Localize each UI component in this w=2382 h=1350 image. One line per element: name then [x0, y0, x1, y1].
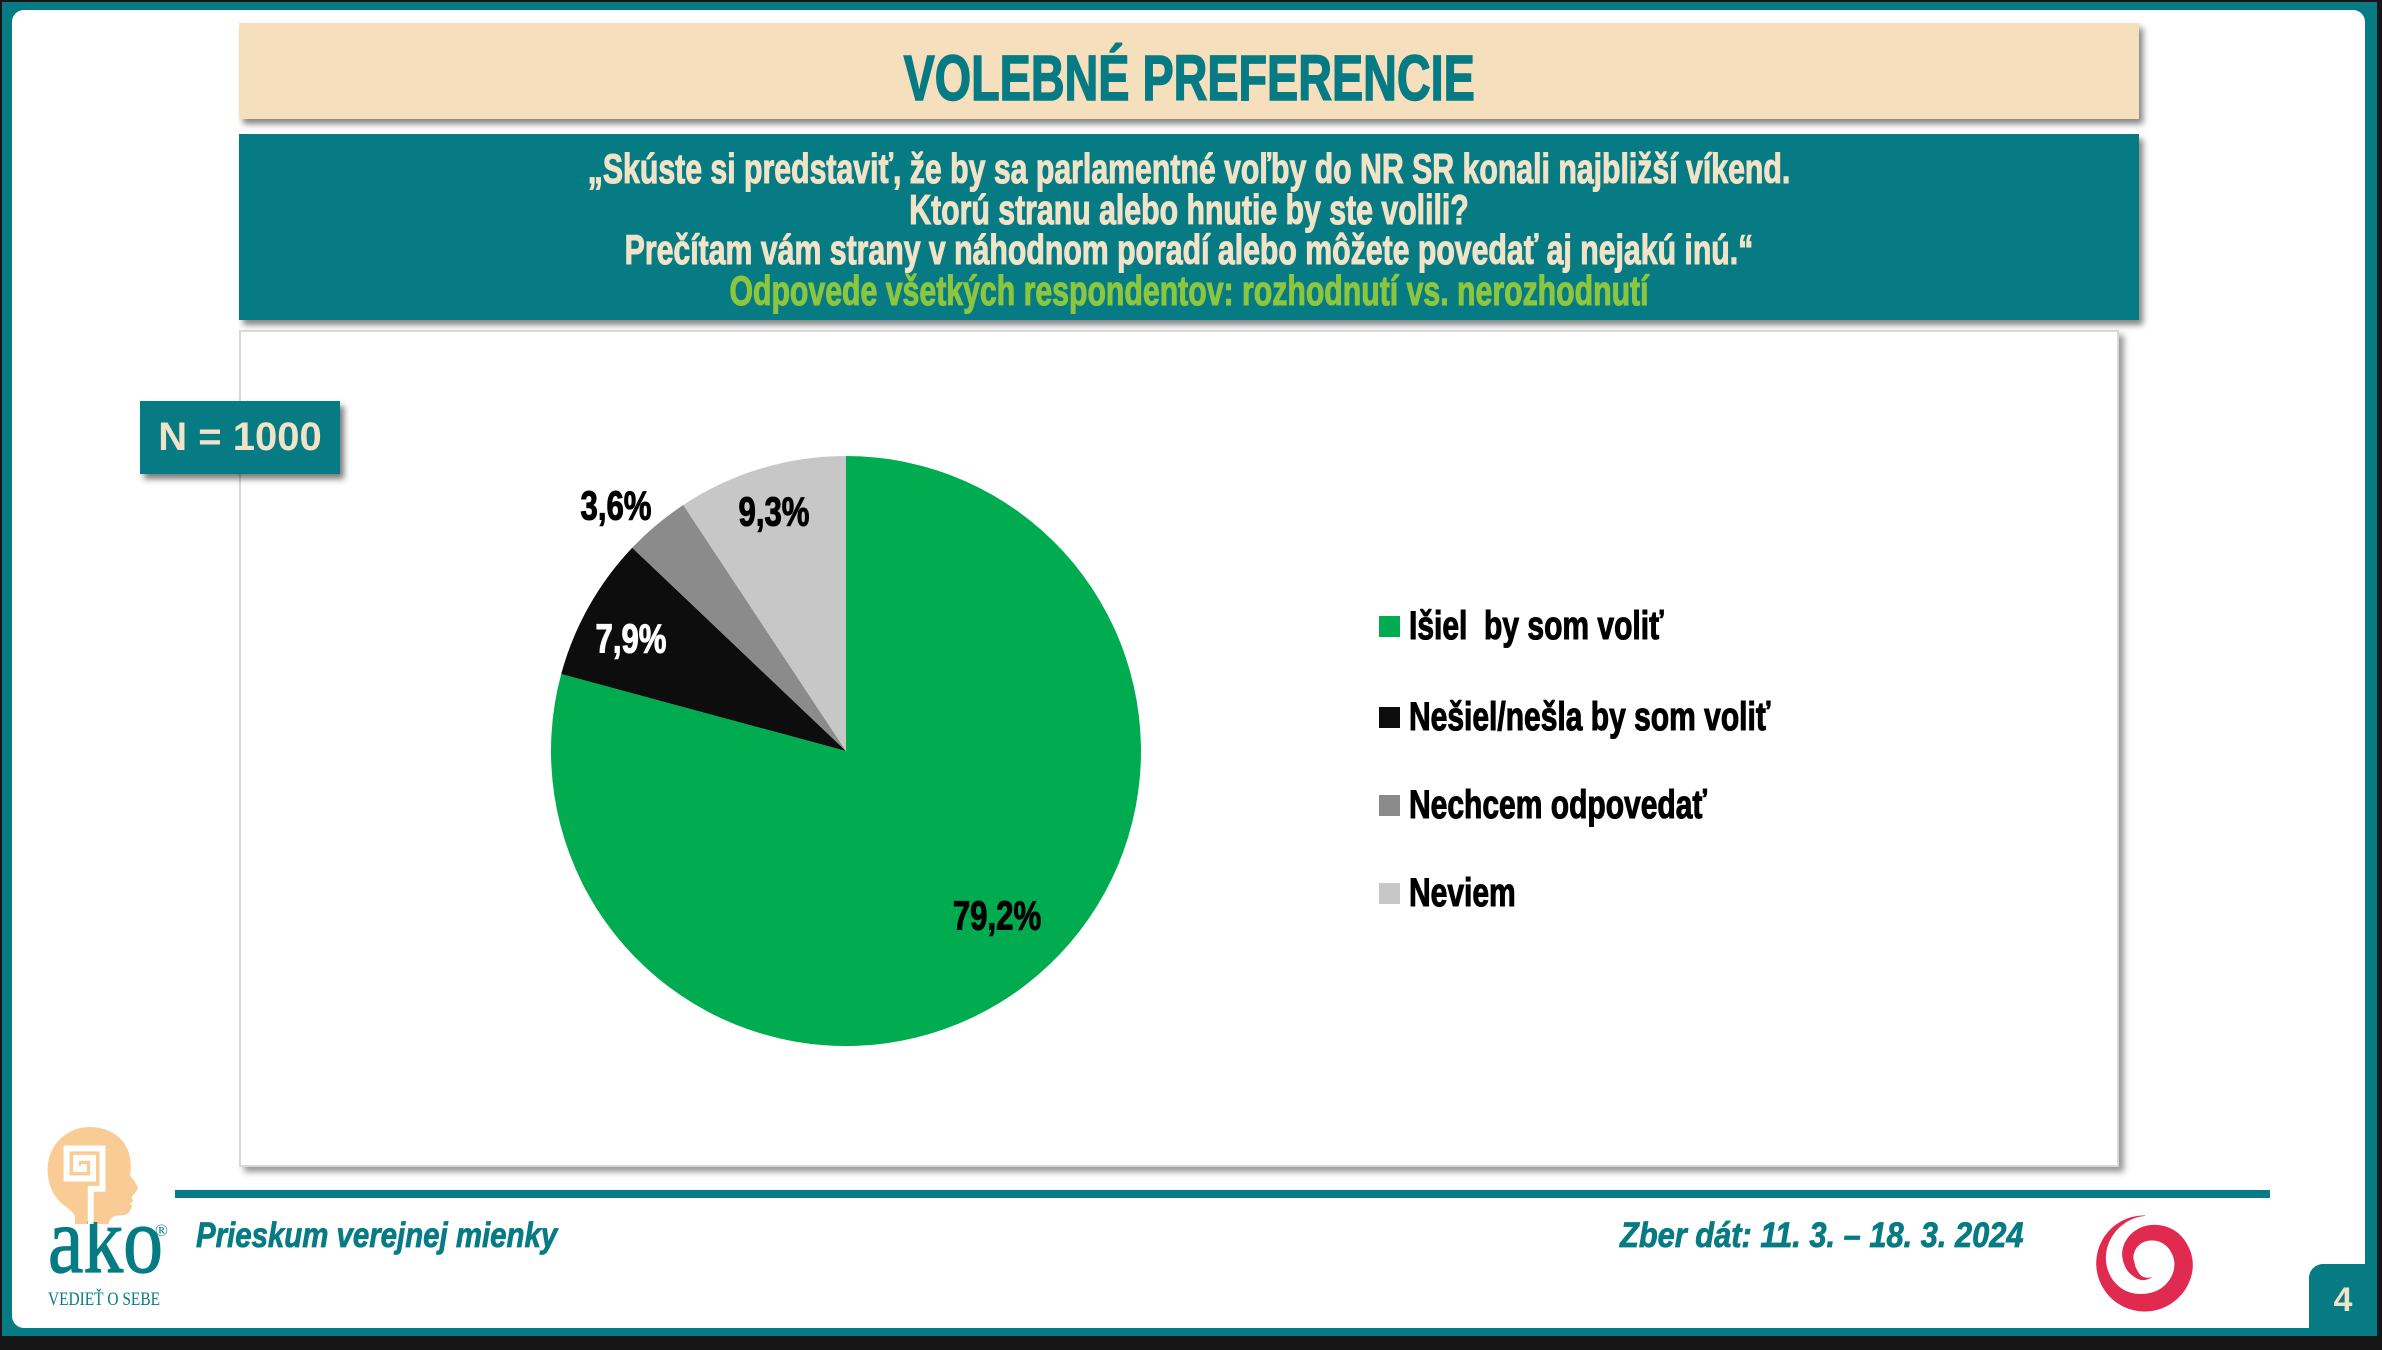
svg-text:VEDIEŤ O SEBE: VEDIEŤ O SEBE [48, 1288, 160, 1310]
svg-text:ako: ako [48, 1187, 163, 1293]
svg-text:®: ® [155, 1221, 168, 1240]
